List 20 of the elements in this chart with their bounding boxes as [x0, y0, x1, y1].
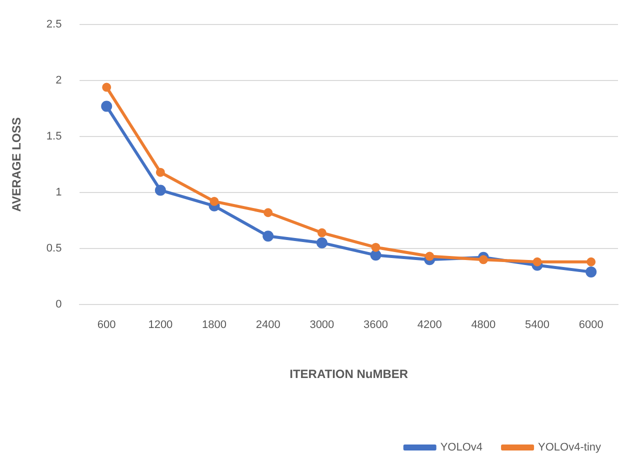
x-tick-label: 4800: [471, 319, 496, 332]
x-tick-label: 3600: [364, 319, 388, 332]
x-tick-label: 6000: [578, 319, 604, 332]
x-tick-label: 1200: [148, 319, 173, 332]
y-tick-label: 2.5: [46, 18, 62, 31]
y-tick-label: 0.5: [46, 242, 62, 254]
legend-label: YOLOv4: [440, 442, 483, 454]
x-tick-label: 1800: [202, 319, 227, 332]
x-tick-label: 2400: [256, 319, 280, 332]
y-axis-title: AVERAGE LOSS: [10, 117, 24, 212]
x-tick-label: 4200: [417, 319, 442, 332]
x-tick-label: 5400: [525, 319, 550, 332]
x-tick-label: 3000: [310, 319, 334, 332]
y-tick-label: 2: [56, 74, 62, 87]
legend-label: YOLOv4-tiny: [538, 442, 602, 454]
y-tick-label: 1.5: [46, 130, 62, 143]
x-axis-title: ITERATION NuMBER: [290, 367, 408, 382]
y-tick-label: 0: [56, 298, 62, 310]
y-tick-label: 1: [56, 186, 62, 199]
x-tick-label: 600: [97, 319, 116, 332]
